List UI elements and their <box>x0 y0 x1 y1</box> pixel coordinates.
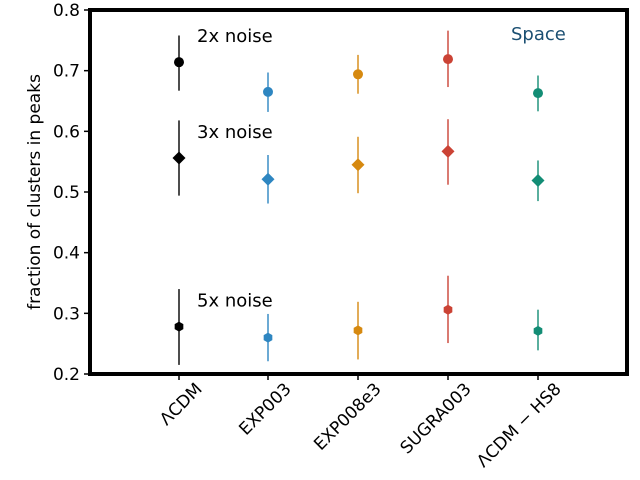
series-label: 2x noise <box>197 26 273 47</box>
x-tick-label: EXP008e3 <box>310 379 385 454</box>
y-tick-label: 0.5 <box>53 183 80 203</box>
x-tick-label: SUGRA003 <box>397 379 476 458</box>
y-tick-label: 0.3 <box>53 304 80 324</box>
data-point <box>441 144 455 158</box>
data-point <box>531 173 545 187</box>
y-tick-label: 0.2 <box>53 365 80 385</box>
data-point <box>261 172 275 186</box>
data-point <box>263 332 273 343</box>
y-tick-label: 0.4 <box>53 244 80 264</box>
x-tick-label: ΛCDM − HS8 <box>473 379 565 471</box>
x-tick-label: EXP003 <box>235 379 295 439</box>
series-label: 5x noise <box>197 291 273 312</box>
data-point <box>443 304 453 315</box>
data-point <box>351 158 365 172</box>
y-axis: 0.2 0.3 0.4 0.5 0.6 0.7 0.8 <box>53 1 90 385</box>
data-point <box>533 88 543 99</box>
annotation-space: Space <box>511 24 566 45</box>
data-point <box>353 69 363 80</box>
data-point <box>174 57 184 68</box>
y-tick-label: 0.6 <box>53 122 80 142</box>
x-tick-label: ΛCDM <box>156 379 206 429</box>
data-point <box>263 86 273 97</box>
y-tick-label: 0.7 <box>53 62 80 82</box>
series-label: 3x noise <box>197 122 273 143</box>
data-point <box>443 54 453 65</box>
y-tick-label: 0.8 <box>53 1 80 21</box>
y-axis-label: fraction of clusters in peaks <box>25 74 45 310</box>
data-point <box>172 151 186 165</box>
plot-frame <box>88 8 629 376</box>
data-point <box>353 325 363 336</box>
data-point <box>533 325 543 336</box>
data-point <box>174 321 184 332</box>
plot-marks: 2x noise 3x noise 5x noise <box>172 26 545 365</box>
